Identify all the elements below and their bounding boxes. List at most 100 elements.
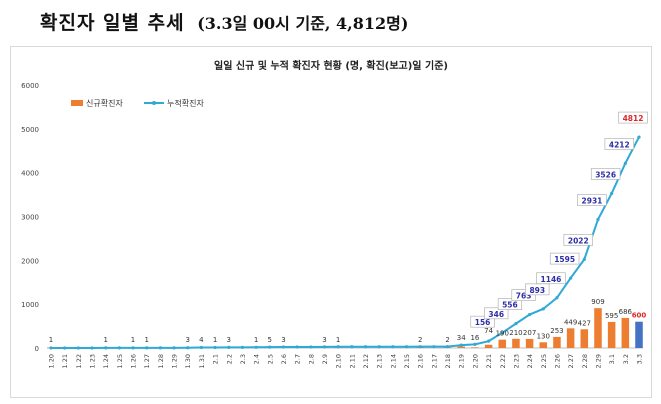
bar-value-label: 1 — [336, 336, 340, 344]
x-tick-label: 1.24 — [102, 354, 110, 368]
cumulative-value-label: 2022 — [568, 236, 589, 245]
cumulative-point — [582, 257, 586, 261]
cumulative-point — [131, 346, 135, 350]
bar-new-cases — [594, 308, 602, 348]
bar-new-cases — [635, 321, 643, 348]
cumulative-point — [227, 345, 231, 349]
x-tick-label: 1.31 — [198, 354, 206, 368]
cumulative-point — [49, 346, 53, 350]
cumulative-point — [514, 322, 518, 326]
x-tick-label: 2.21 — [485, 354, 493, 368]
cumulative-value-label: 156 — [475, 318, 491, 327]
bar-new-cases — [525, 338, 534, 348]
cumulative-point — [569, 276, 573, 280]
cumulative-label-box — [497, 298, 523, 310]
x-tick-label: 2.5 — [266, 354, 274, 364]
bar-new-cases — [471, 347, 479, 348]
x-tick-label: 2.24 — [526, 354, 534, 368]
x-tick-label: 2.3 — [239, 354, 247, 364]
x-tick-label: 3.1 — [608, 354, 616, 364]
cumulative-point — [623, 161, 627, 165]
cumulative-value-label: 4812 — [623, 114, 644, 123]
cumulative-label-box — [618, 111, 648, 124]
cumulative-line — [51, 136, 640, 349]
cumulative-value-label: 1595 — [554, 255, 575, 264]
cumulative-point — [254, 345, 258, 349]
x-tick-label: 2.25 — [540, 354, 548, 368]
bar-value-label: 686 — [619, 308, 633, 316]
bar-new-cases — [566, 328, 575, 348]
cumulative-point — [117, 346, 121, 350]
cumulative-point — [555, 296, 559, 300]
cumulative-value-label: 556 — [502, 301, 518, 310]
cumulative-point — [363, 345, 368, 349]
cumulative-point — [610, 191, 614, 196]
bar-value-label: 449 — [564, 318, 577, 326]
bar-value-label: 16 — [470, 334, 479, 342]
bar-value-label: 600 — [632, 312, 647, 320]
x-tick-label: 2.12 — [362, 354, 370, 368]
cumulative-label-box — [577, 194, 607, 206]
cumulative-point — [281, 345, 286, 349]
bar-value-label: 1 — [131, 336, 135, 344]
bar-new-cases — [539, 342, 548, 348]
bar-new-cases — [498, 339, 507, 348]
x-tick-label: 1.25 — [116, 354, 124, 368]
x-tick-label: 2.27 — [567, 354, 575, 368]
cumulative-point — [172, 346, 176, 350]
bar-value-label: 595 — [605, 312, 618, 320]
chart: 일일 신규 및 누적 확진자 현황 (명, 확진(보고)일 기준) 0 1000 2… — [21, 59, 648, 368]
page-title: 확진자 일별 추세 (3.3일 00시 기준, 4,812명) — [40, 8, 408, 35]
x-tick-label: 2.23 — [512, 354, 520, 368]
bar-value-label: 1 — [254, 336, 258, 344]
x-tick-label: 3.2 — [622, 354, 630, 364]
cumulative-point — [295, 345, 299, 349]
bar-value-label: 2 — [418, 336, 422, 344]
cumulative-point — [445, 345, 450, 349]
cumulative-point — [158, 346, 162, 350]
y-axis: 0 1000 2000 3000 4000 5000 6000 — [21, 82, 643, 353]
bar-value-label: 190 — [496, 330, 509, 338]
cumulative-label-box — [604, 138, 635, 150]
cumulative-point — [404, 345, 409, 349]
cumulative-value-label: 893 — [529, 286, 545, 295]
cumulative-point — [186, 346, 190, 350]
cumulative-point — [213, 345, 217, 350]
legend-bar-label: 신규확진자 — [86, 98, 123, 108]
legend: 신규확진자 누적확진자 — [71, 98, 204, 108]
cumulative-point — [486, 339, 491, 343]
x-tick-label: 2.19 — [458, 354, 466, 368]
bar-value-label: 210 — [509, 329, 522, 337]
cumulative-point — [432, 345, 436, 349]
legend-line-label: 누적확진자 — [167, 98, 204, 108]
cumulative-point — [145, 346, 149, 350]
x-tick-label: 2.16 — [417, 354, 425, 368]
legend-line-marker — [152, 101, 156, 105]
line-series — [49, 135, 641, 350]
cumulative-value-label: 2931 — [582, 197, 603, 206]
bar-new-cases — [607, 321, 616, 348]
x-tick-label: 2.9 — [321, 354, 329, 364]
y-tick-label: 2000 — [21, 257, 39, 265]
cumulative-point — [90, 346, 94, 350]
bar-value-label: 1 — [213, 336, 217, 344]
bar-value-label: 3 — [186, 336, 190, 344]
cumulative-point — [637, 135, 641, 139]
cumulative-point — [500, 331, 504, 335]
x-tick-label: 1.21 — [61, 354, 69, 368]
bar-value-label: 1 — [103, 336, 107, 344]
cumulative-point — [322, 345, 327, 349]
cumulative-point — [596, 217, 600, 222]
x-tick-label: 2.7 — [294, 354, 302, 364]
bar-new-cases — [553, 336, 561, 348]
x-tick-label: 1.30 — [184, 354, 192, 368]
bar-value-label: 1 — [144, 336, 148, 344]
x-tick-label: 2.8 — [307, 354, 315, 364]
x-tick-label: 2.29 — [594, 354, 602, 368]
x-tick-label: 2.4 — [253, 354, 261, 364]
cumulative-point — [76, 346, 80, 350]
x-tick-label: 1.26 — [130, 354, 138, 368]
bar-value-label: 3 — [227, 336, 231, 344]
bar-value-label: 909 — [591, 298, 604, 306]
